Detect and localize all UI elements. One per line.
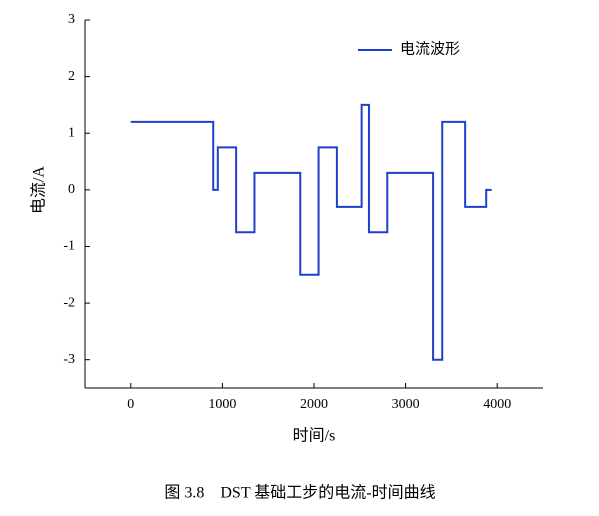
y-tick-label: -2 <box>63 295 75 310</box>
x-tick-label: 2000 <box>300 397 328 412</box>
series-line <box>130 103 492 361</box>
x-tick-label: 1000 <box>208 397 236 412</box>
y-axis-label: 电流/A <box>30 166 48 214</box>
y-tick-label: 3 <box>68 12 75 27</box>
y-tick-label: 2 <box>68 69 75 84</box>
x-tick-label: 4000 <box>483 397 511 412</box>
x-axis-label: 时间/s <box>293 427 336 445</box>
y-tick-label: -3 <box>63 352 75 367</box>
x-tick-label: 0 <box>127 397 134 412</box>
x-tick-label: 3000 <box>392 397 420 412</box>
legend-label: 电流波形 <box>400 40 460 57</box>
y-tick-label: 1 <box>68 125 75 140</box>
y-tick-label: -1 <box>63 239 75 254</box>
y-tick-label: 0 <box>68 182 75 197</box>
caption: 图 3.8 DST 基础工步的电流-时间曲线 <box>164 484 435 502</box>
